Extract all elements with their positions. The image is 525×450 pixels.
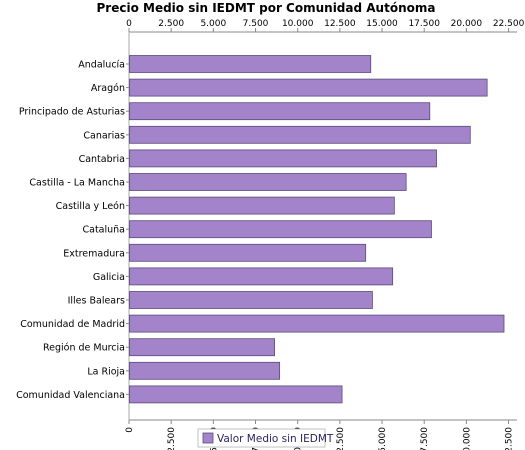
bar <box>129 267 394 286</box>
x-tick-label: 5.000 <box>200 19 226 29</box>
category-label: Galicia <box>93 272 125 283</box>
category-label: Canarias <box>83 130 125 141</box>
category-label: Illes Balears <box>68 296 125 307</box>
category-labels: Andalucía Aragón Principado de Asturias Can… <box>16 60 129 401</box>
bar <box>129 314 505 333</box>
category-label: Comunidad de Madrid <box>20 319 125 330</box>
bar <box>129 196 395 215</box>
x-tick-label: 0 <box>126 19 132 29</box>
category-label: Aragón <box>91 83 125 94</box>
x-tick-label-bottom: 17.500 <box>420 427 430 450</box>
bar <box>129 173 407 191</box>
category-label: Castilla y León <box>56 201 125 212</box>
x-tick-label-bottom: 22.500 <box>505 427 515 450</box>
category-label: Región de Murcia <box>43 343 125 354</box>
category-label: La Rioja <box>87 366 125 377</box>
category-label: Cantabria <box>79 154 125 165</box>
bar <box>129 149 437 168</box>
legend-label: Valor Medio sin IEDMT <box>217 433 334 445</box>
x-tick-label: 15.000 <box>366 19 398 29</box>
bar <box>129 78 488 97</box>
category-label: Castilla - La Mancha <box>29 178 125 189</box>
x-tick-label-bottom: 12.500 <box>336 427 346 450</box>
x-tick-label: 22.500 <box>493 19 525 29</box>
category-label: Comunidad Valenciana <box>16 390 125 401</box>
legend-swatch <box>202 432 214 444</box>
x-tick-label: 7.500 <box>243 19 269 29</box>
bar <box>129 102 431 121</box>
bar <box>129 291 373 309</box>
bar <box>129 220 432 239</box>
x-tick-label: 2.500 <box>158 19 184 29</box>
legend-box <box>197 428 326 448</box>
bar <box>129 125 471 144</box>
x-tick-label: 10.000 <box>282 19 314 29</box>
x-tick-label-bottom: 15.000 <box>378 427 388 450</box>
x-tick-label: 12.500 <box>324 19 356 29</box>
bars-layer <box>129 55 505 404</box>
x-tick-label-bottom: 0 <box>125 427 135 433</box>
chart-title: Precio Medio sin IEDMT por Comunidad Aut… <box>97 1 436 15</box>
category-label: Extremadura <box>63 248 125 259</box>
x-tick-label-bottom: 20.000 <box>462 427 472 450</box>
bar <box>129 243 367 262</box>
category-label: Cataluña <box>82 225 125 236</box>
category-label: Andalucía <box>78 60 125 71</box>
bar <box>129 361 281 380</box>
x-tick-label: 20.000 <box>451 19 483 29</box>
bar <box>129 385 343 404</box>
x-tick-label-bottom: 2.500 <box>167 427 177 450</box>
bar <box>129 338 275 357</box>
legend: Valor Medio sin IEDMT <box>197 428 334 448</box>
bar <box>129 55 372 73</box>
x-tick-label: 17.500 <box>408 19 440 29</box>
category-label: Principado de Asturias <box>19 107 125 118</box>
